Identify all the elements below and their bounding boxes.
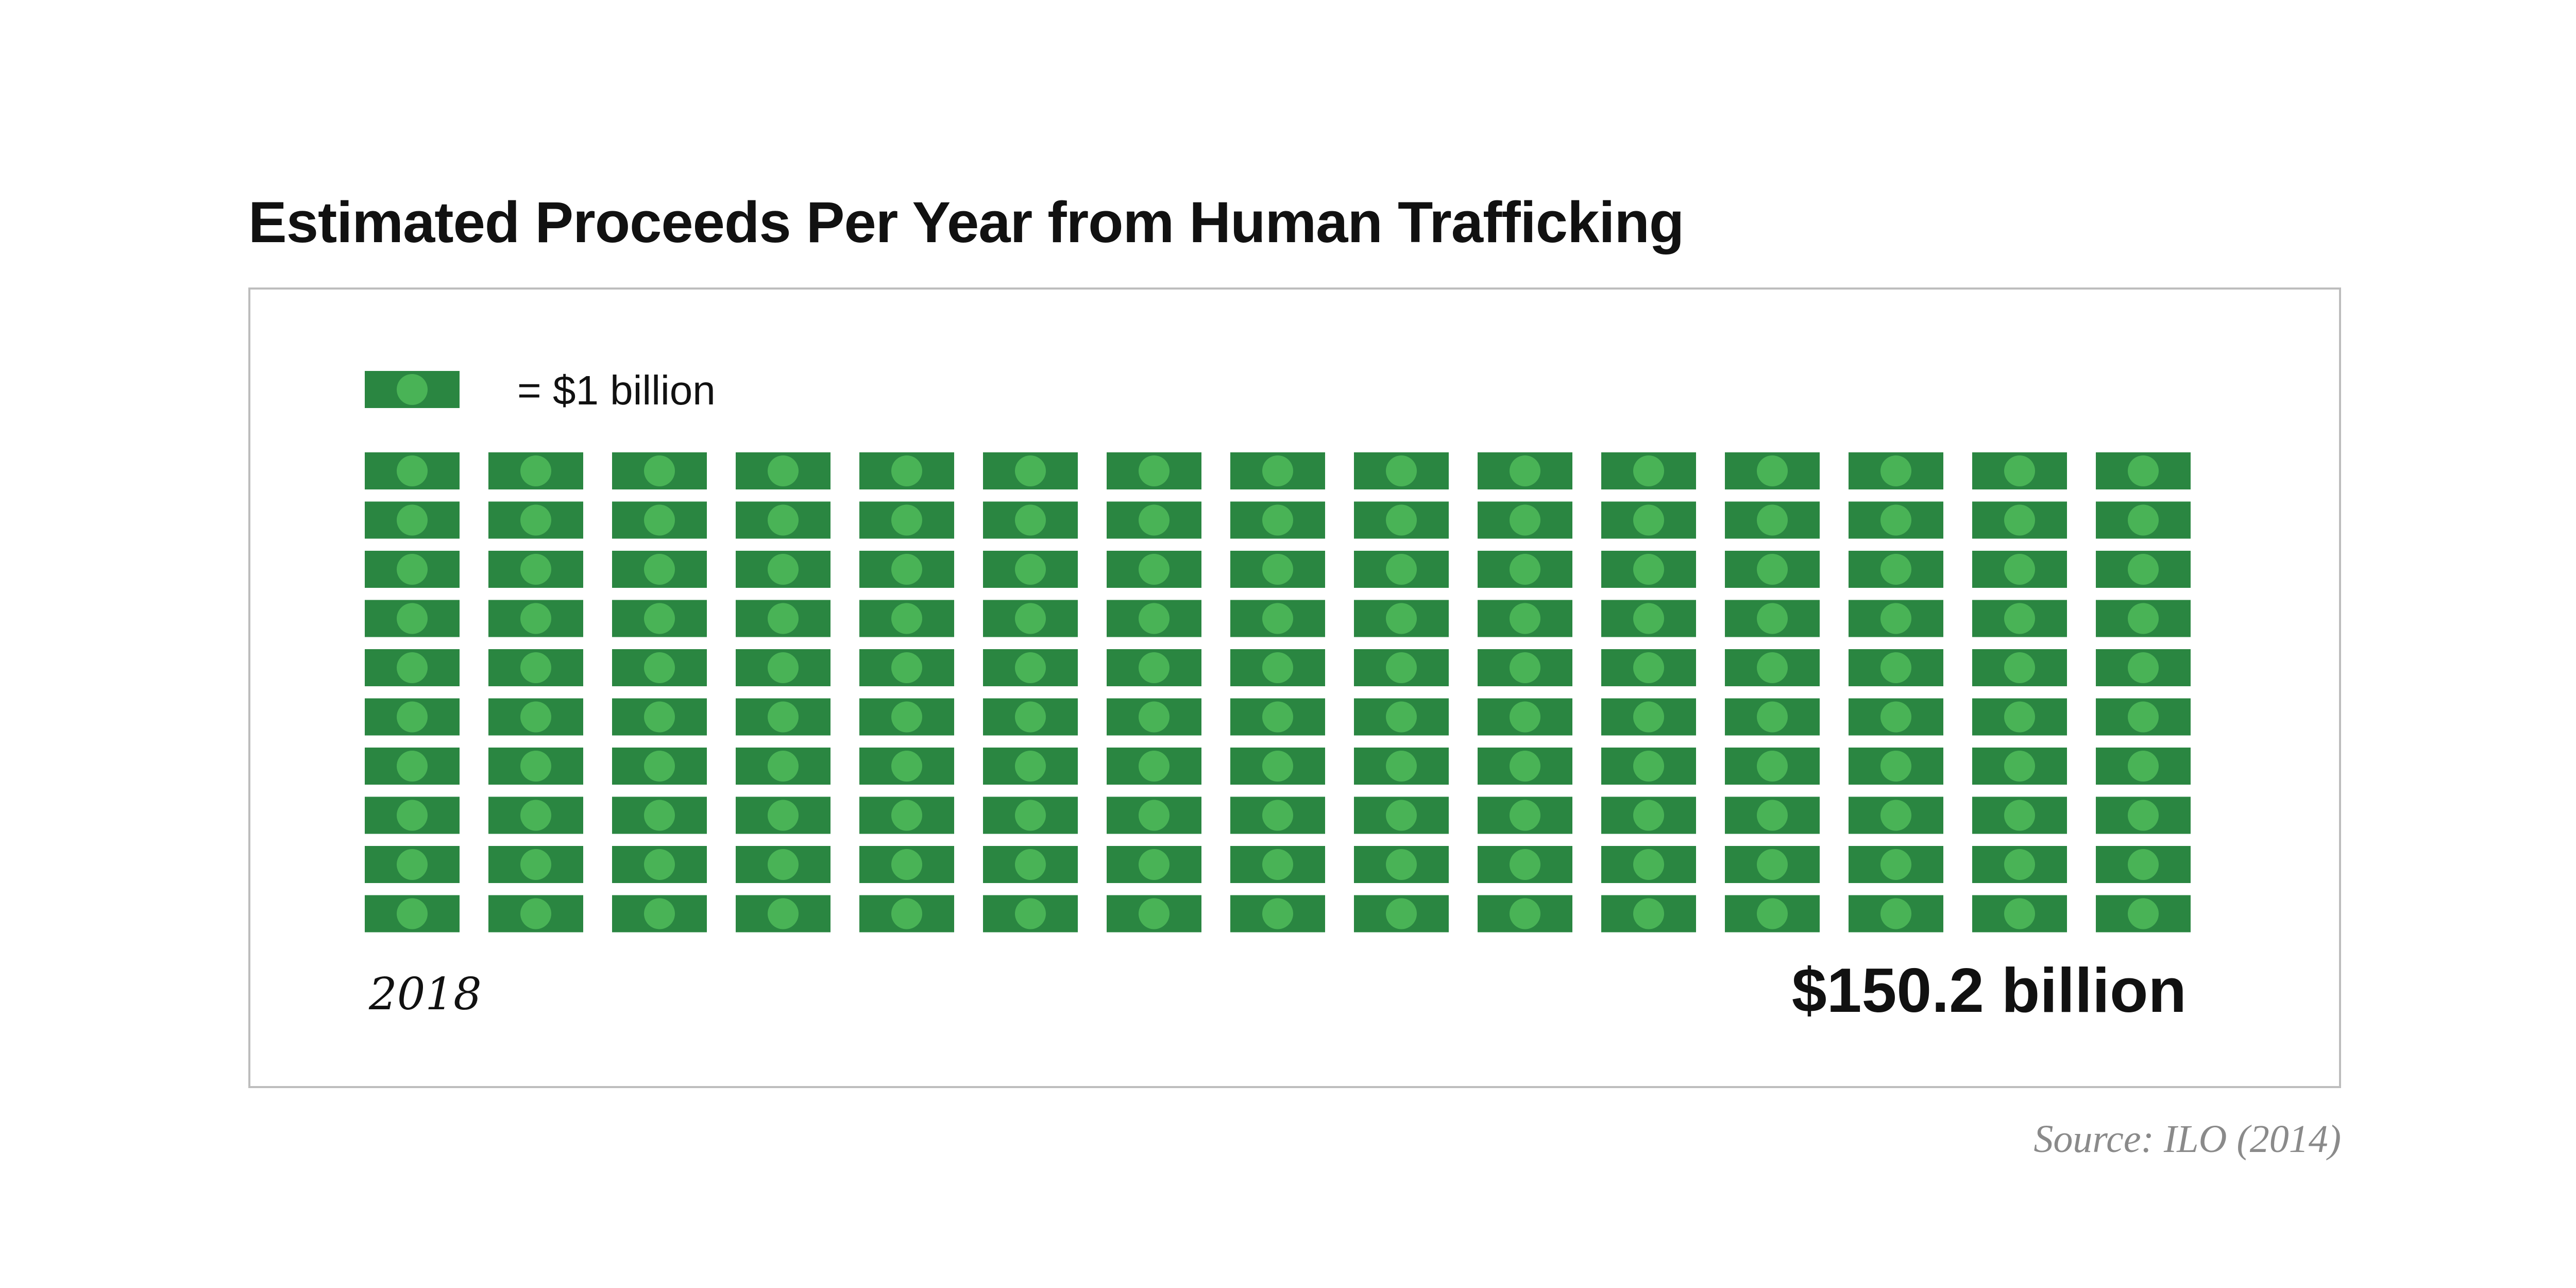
bill-seal [397,374,428,405]
year-label: 2018 [369,969,482,1020]
legend-label: = $1 billion [517,367,716,413]
total-label: $150.2 billion [1791,955,2187,1025]
chart-title: Estimated Proceeds Per Year from Human T… [248,190,1684,255]
chart-frame [248,287,2341,1088]
bill-icon [365,371,460,408]
source-note: Source: ILO (2014) [2033,1117,2341,1161]
